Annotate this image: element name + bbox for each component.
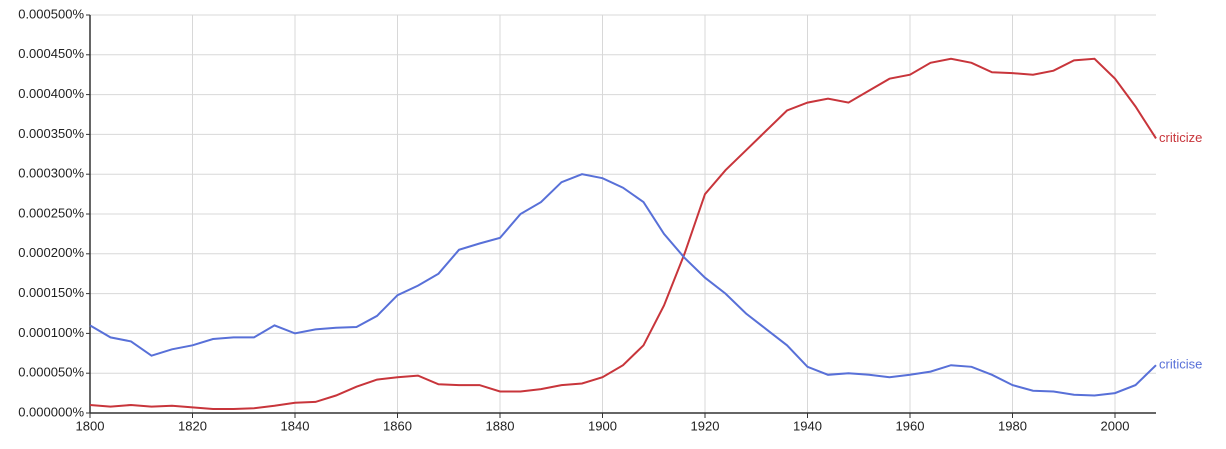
x-tick-label: 1880 xyxy=(486,418,515,433)
series-label: criticize xyxy=(1159,130,1202,145)
x-tick-label: 1940 xyxy=(793,418,822,433)
y-tick-label: 0.000250% xyxy=(18,205,84,220)
y-tick-label: 0.000450% xyxy=(18,46,84,61)
x-tick-label: 1980 xyxy=(998,418,1027,433)
x-tick-label: 2000 xyxy=(1101,418,1130,433)
y-tick-label: 0.000000% xyxy=(18,404,84,419)
y-tick-label: 0.000200% xyxy=(18,245,84,260)
x-tick-label: 1800 xyxy=(76,418,105,433)
y-tick-label: 0.000500% xyxy=(18,6,84,21)
x-tick-label: 1960 xyxy=(896,418,925,433)
series-label: criticise xyxy=(1159,357,1202,372)
series-line xyxy=(89,57,1157,410)
y-tick-label: 0.000300% xyxy=(18,166,84,181)
y-tick-label: 0.000100% xyxy=(18,325,84,340)
y-tick-label: 0.000150% xyxy=(18,285,84,300)
x-tick-label: 1920 xyxy=(691,418,720,433)
y-tick-label: 0.000050% xyxy=(18,365,84,380)
x-tick-label: 1860 xyxy=(383,418,412,433)
x-tick-label: 1900 xyxy=(588,418,617,433)
y-tick-label: 0.000400% xyxy=(18,86,84,101)
series-line xyxy=(89,173,1157,397)
y-tick-label: 0.000350% xyxy=(18,126,84,141)
x-tick-label: 1840 xyxy=(281,418,310,433)
x-tick-label: 1820 xyxy=(178,418,207,433)
